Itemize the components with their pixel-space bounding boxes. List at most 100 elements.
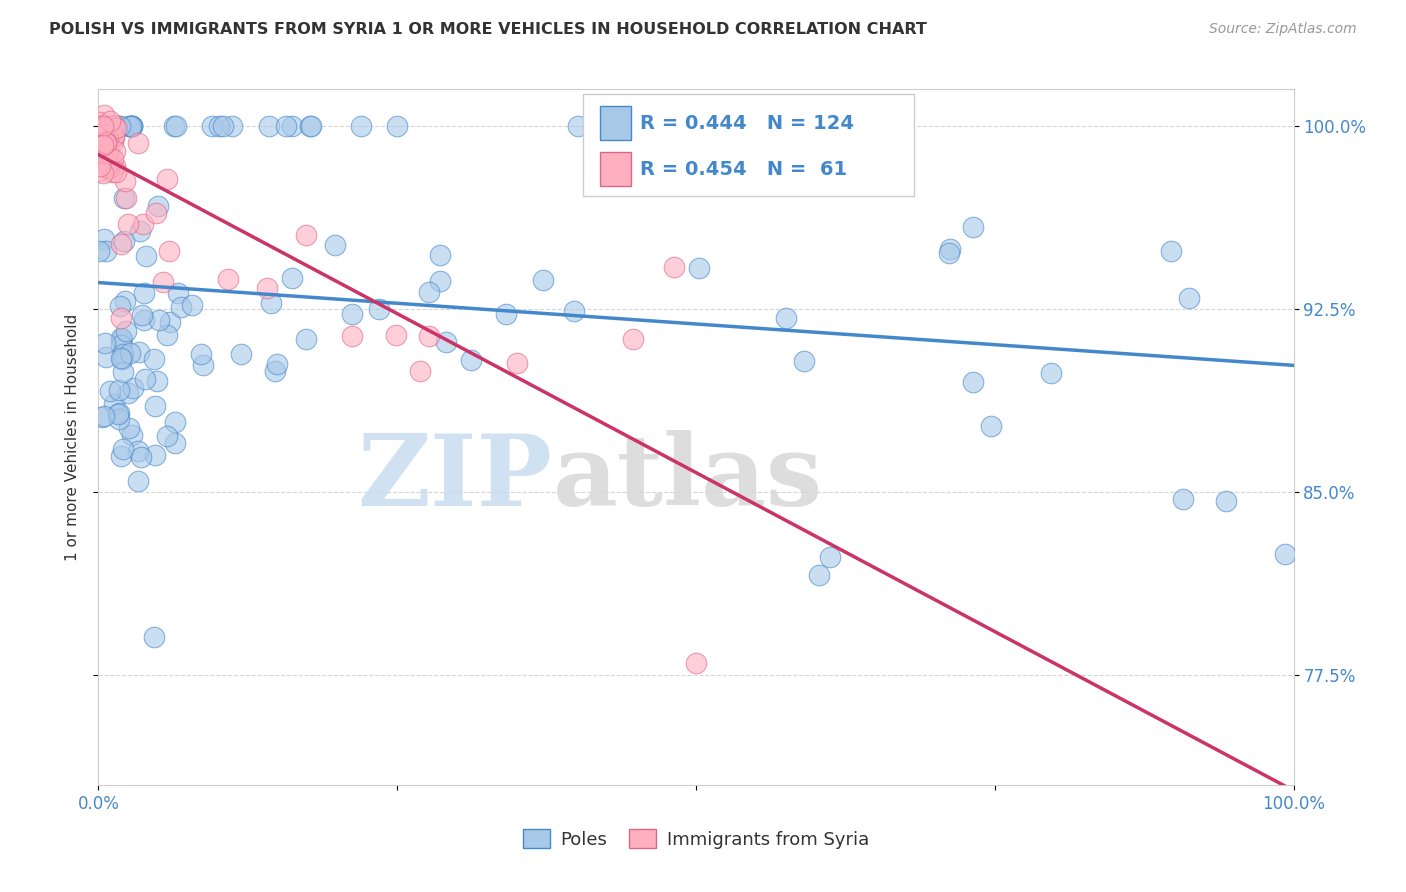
Point [104,119,127,133]
Point [90,119,112,133]
Point [111,332,134,346]
Point [127,474,149,488]
Point [368,301,391,316]
Point [127,443,149,458]
Point [96,124,118,138]
Point [132,313,155,327]
Point [208,119,231,133]
Point [91,137,114,152]
Point [108,412,131,426]
Point [229,347,252,361]
Point [94,133,117,147]
Point [98,161,121,175]
Point [94,244,117,258]
Point [129,224,152,238]
Point [121,119,143,133]
Point [94,335,117,350]
Point [156,327,179,342]
Point [93,127,115,141]
Text: atlas: atlas [553,430,823,527]
Point [190,347,212,361]
Point [110,351,132,366]
Point [1160,244,1182,258]
Point [156,171,179,186]
Point [146,199,169,213]
Point [108,383,131,397]
Point [87,244,110,258]
Point [385,119,408,133]
Point [94,350,117,364]
Text: ZIP: ZIP [357,430,553,527]
Point [217,271,239,285]
Point [266,357,288,371]
Point [117,421,139,435]
Point [121,119,143,133]
Point [101,153,124,167]
Point [340,307,363,321]
Point [97,145,120,159]
Point [98,114,121,128]
Point [98,123,121,137]
Point [98,384,121,399]
Point [143,448,166,462]
Point [418,328,440,343]
Text: R = 0.444   N = 124: R = 0.444 N = 124 [640,113,853,133]
Point [295,332,318,346]
Point [142,352,165,367]
Point [495,307,517,321]
Point [429,274,451,288]
Point [103,397,125,411]
Point [1215,493,1237,508]
Point [122,381,145,395]
Point [114,174,136,188]
Point [90,128,112,142]
Point [257,119,280,133]
Point [962,219,984,234]
Point [212,119,235,133]
Point [276,119,298,133]
Point [1274,547,1296,561]
Point [685,656,707,670]
Point [120,346,142,360]
Point [93,136,115,151]
Point [91,119,114,133]
Point [112,191,135,205]
Point [93,232,115,246]
Y-axis label: 1 or more Vehicles in Household: 1 or more Vehicles in Household [65,313,80,561]
Point [132,286,155,301]
Point [94,136,117,150]
Point [103,130,125,145]
Point [1039,366,1062,380]
Point [101,165,124,179]
Point [110,337,132,351]
Point [93,119,115,133]
Point [980,419,1002,434]
Point [93,409,115,423]
Point [89,159,111,173]
Point [132,217,155,231]
Point [938,246,960,260]
Point [350,119,373,133]
Point [146,374,169,388]
Point [89,134,111,148]
Point [688,260,710,275]
Point [100,153,122,167]
Point [114,324,136,338]
Point [299,119,322,133]
Point [120,119,142,133]
Point [409,363,432,377]
Point [103,160,125,174]
Point [110,310,132,325]
Point [264,364,287,378]
Point [117,217,139,231]
Point [91,165,114,179]
Point [94,136,117,150]
Point [662,260,685,274]
Point [120,119,142,133]
Point [163,119,186,133]
Point [159,315,181,329]
Point [93,135,115,149]
Point [89,119,111,133]
Point [93,136,115,150]
Point [221,119,243,133]
